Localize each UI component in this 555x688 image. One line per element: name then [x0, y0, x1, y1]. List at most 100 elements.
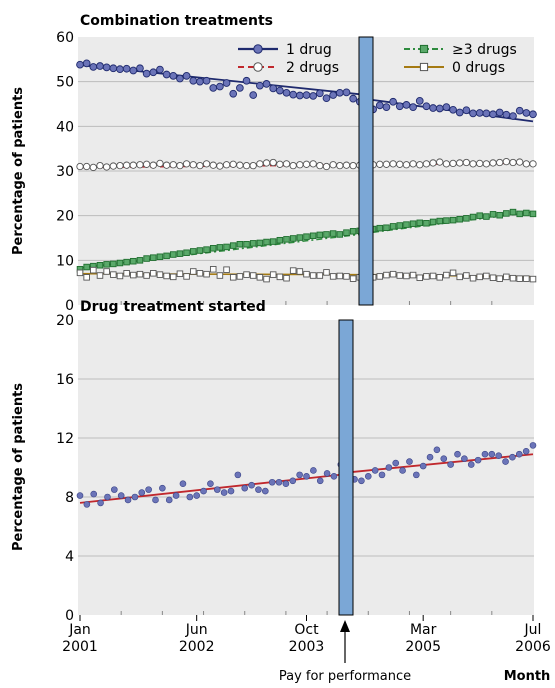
data-point	[243, 271, 250, 278]
data-point	[249, 240, 257, 247]
data-point	[216, 162, 224, 170]
data-point	[376, 273, 384, 280]
series-three-drug	[76, 208, 537, 273]
data-point	[196, 77, 204, 86]
data-point	[342, 88, 351, 97]
data-point	[82, 59, 91, 68]
data-point	[196, 161, 204, 170]
data-point	[229, 274, 237, 281]
data-point	[262, 80, 271, 88]
data-point	[143, 255, 150, 262]
data-point	[406, 458, 413, 465]
legend-label: ≥3 drugs	[452, 42, 517, 58]
data-point	[263, 275, 270, 283]
data-point	[183, 273, 190, 280]
data-point	[323, 231, 330, 238]
data-point	[189, 76, 198, 85]
data-point	[336, 161, 344, 170]
x-tick-label-year: 2002	[179, 639, 215, 655]
data-point	[165, 496, 173, 504]
data-point	[275, 478, 283, 486]
data-point	[329, 273, 337, 280]
data-point	[138, 489, 146, 496]
annotation-arrow-head	[340, 620, 350, 632]
data-point	[349, 275, 357, 282]
data-point	[229, 242, 237, 249]
data-point	[516, 275, 523, 282]
data-point	[323, 470, 331, 477]
data-point	[516, 158, 524, 166]
data-point	[249, 91, 258, 99]
data-point	[515, 450, 523, 458]
panel2-title: Drug treatment started	[80, 299, 266, 315]
data-point	[302, 160, 311, 168]
x-tick-label-month: Oct	[294, 622, 319, 638]
data-point	[383, 224, 390, 231]
data-point	[496, 158, 504, 167]
data-point	[203, 270, 210, 278]
data-point	[433, 446, 441, 454]
data-point	[495, 452, 502, 460]
data-point	[509, 158, 517, 167]
data-point	[389, 270, 397, 278]
data-point	[152, 496, 159, 504]
data-point	[136, 270, 144, 278]
data-point	[242, 161, 251, 170]
data-point	[110, 260, 117, 268]
data-point	[396, 222, 404, 229]
panel1-y-tick-label: 30	[56, 164, 74, 180]
data-point	[156, 159, 164, 168]
data-point	[123, 258, 130, 266]
data-point	[409, 103, 417, 111]
panel1-y-tick-label: 10	[56, 253, 74, 269]
data-point	[296, 471, 303, 479]
data-point	[202, 160, 211, 168]
data-point	[222, 79, 231, 87]
data-point	[429, 104, 437, 112]
legend-entry-three: ≥3 drugs	[404, 42, 517, 58]
data-point	[309, 160, 317, 168]
data-point	[529, 442, 537, 449]
data-point	[423, 220, 430, 227]
data-point	[203, 246, 210, 253]
data-point	[150, 254, 157, 261]
data-point	[268, 478, 276, 486]
data-point	[122, 64, 131, 73]
data-point	[229, 89, 238, 98]
legend-marker	[253, 44, 263, 54]
data-point	[163, 272, 170, 280]
data-point	[402, 101, 411, 109]
data-point	[415, 97, 424, 105]
data-point	[443, 271, 450, 279]
data-point	[423, 273, 430, 280]
data-point	[509, 112, 517, 120]
panel2-y-tick-label: 16	[56, 372, 74, 388]
data-point	[269, 84, 278, 93]
data-point	[83, 263, 90, 271]
data-point	[163, 252, 170, 260]
data-point	[249, 272, 257, 279]
data-point	[440, 455, 448, 462]
data-point	[469, 274, 477, 282]
panel1-intervention-bar	[358, 36, 374, 306]
data-point	[409, 271, 417, 279]
data-point	[426, 453, 434, 461]
data-point	[207, 480, 214, 488]
legend-label: 2 drugs	[286, 60, 339, 76]
data-point	[522, 109, 531, 117]
panel2-background	[78, 320, 534, 615]
x-tick-label-year: 2001	[62, 639, 98, 655]
data-point	[482, 109, 491, 118]
panel2-y-tick-label: 8	[65, 490, 74, 506]
data-point	[200, 487, 207, 495]
data-point	[162, 161, 171, 169]
series-zero-drug	[76, 266, 537, 283]
data-point	[449, 216, 457, 224]
data-point	[529, 210, 537, 218]
panel1-series	[76, 36, 537, 306]
data-point	[389, 223, 397, 230]
data-point	[150, 270, 157, 277]
legend-label: 0 drugs	[452, 60, 505, 76]
data-point	[96, 62, 104, 70]
data-point	[447, 461, 454, 468]
